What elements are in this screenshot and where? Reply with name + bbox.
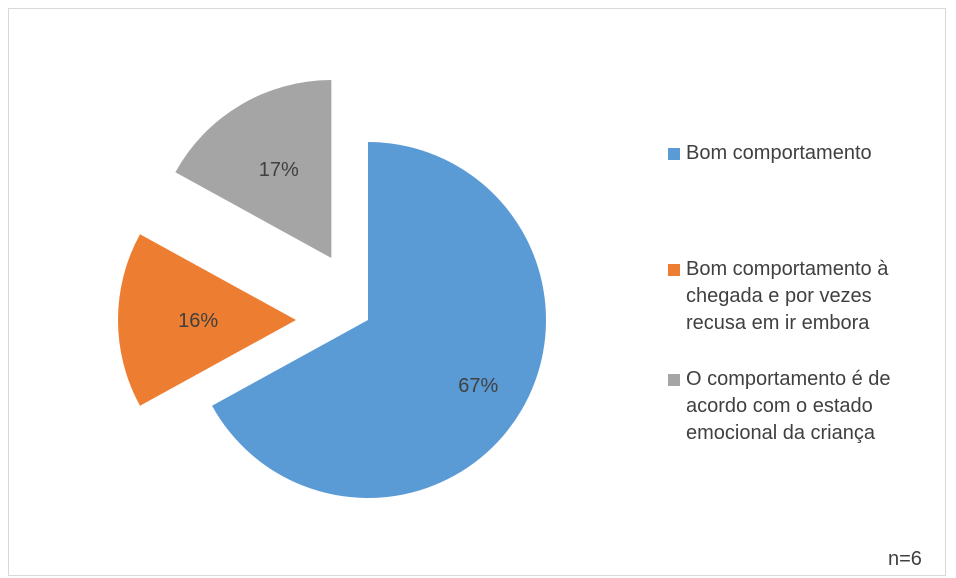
pie-slice-3 — [175, 80, 332, 259]
legend-swatch-blue — [668, 148, 680, 160]
legend-label: Bom comportamento à chegada e por vezes … — [686, 258, 889, 334]
legend-label: Bom comportamento — [686, 142, 872, 164]
legend-swatch-gray — [668, 374, 680, 386]
legend-item-chegada: Bom comportamento à chegada e por vezes … — [668, 256, 956, 337]
legend-label: O comportamento é de acordo com o estado… — [686, 368, 891, 444]
legend-item-bom-comportamento: Bom comportamento — [668, 140, 956, 167]
pie-slice-label-2: 16% — [178, 310, 218, 332]
legend-item-estado-emocional: O comportamento é de acordo com o estado… — [668, 366, 956, 447]
legend-swatch-orange — [668, 264, 680, 276]
pie-slice-2 — [117, 234, 296, 406]
pie-slice-1 — [212, 142, 547, 498]
pie-slice-label-1: 67% — [458, 375, 498, 397]
pie-slice-label-3: 17% — [259, 159, 299, 181]
sample-size-note: n=6 — [888, 548, 922, 570]
